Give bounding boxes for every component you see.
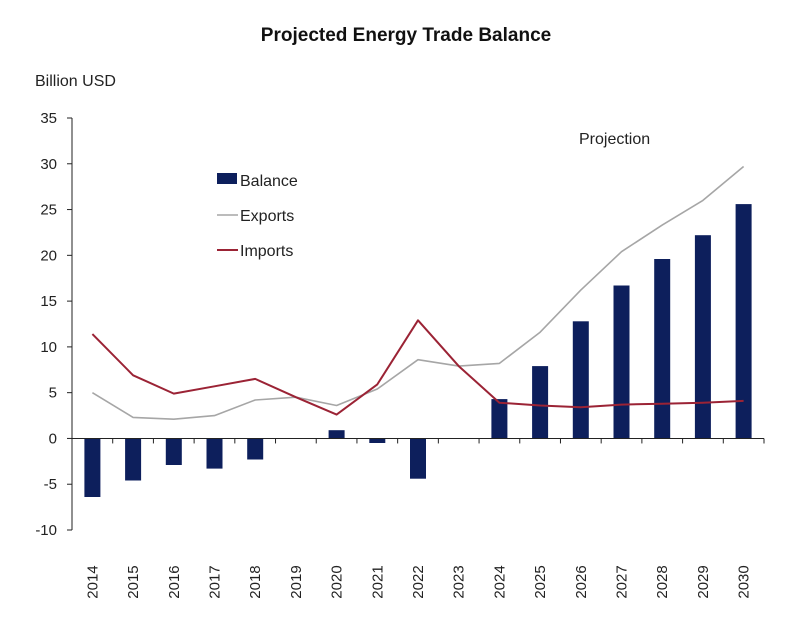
balance-bar-2028 <box>654 259 671 439</box>
legend-balance-label: Balance <box>240 173 298 190</box>
x-tick-label-2022: 2022 <box>410 565 427 598</box>
y-tick-label: 0 <box>49 430 57 447</box>
balance-bar-2027 <box>613 285 630 439</box>
projection-annotation: Projection <box>579 131 650 148</box>
balance-bars <box>84 204 752 497</box>
x-tick-label-2028: 2028 <box>654 565 671 598</box>
x-tick-label-2027: 2027 <box>614 565 631 598</box>
legend-balance-swatch <box>217 173 237 184</box>
x-tick-label-2030: 2030 <box>736 565 753 598</box>
x-tick-label-2029: 2029 <box>695 565 712 598</box>
y-tick-label: -5 <box>44 476 57 493</box>
x-tick-label-2020: 2020 <box>329 565 346 598</box>
balance-bar-2022 <box>410 438 426 479</box>
balance-bar-2025 <box>532 366 549 439</box>
x-tick-label-2015: 2015 <box>125 565 142 598</box>
y-tick-label: 25 <box>40 202 57 219</box>
balance-bar-2015 <box>125 438 142 481</box>
x-tick-label-2025: 2025 <box>532 565 549 598</box>
y-ticks: -10 -5 0 5 10 15 20 25 30 35 <box>35 110 72 539</box>
legend-exports-label: Exports <box>240 208 294 225</box>
balance-bar-2020 <box>328 430 345 439</box>
balance-bar-2024 <box>491 399 508 439</box>
balance-bar-2016 <box>165 438 182 465</box>
balance-bar-2021 <box>369 438 386 443</box>
balance-bar-2014 <box>84 438 101 497</box>
chart-title: Projected Energy Trade Balance <box>261 25 551 46</box>
y-tick-label: 15 <box>40 293 57 310</box>
x-tick-label-2021: 2021 <box>369 565 386 598</box>
y-tick-label: 10 <box>40 339 57 356</box>
y-tick-label: 30 <box>40 156 57 173</box>
x-tick-label-2016: 2016 <box>166 565 183 598</box>
y-tick-label: 35 <box>40 110 57 127</box>
balance-bar-2029 <box>694 235 711 439</box>
x-tick-label-2014: 2014 <box>84 565 101 598</box>
imports-line <box>91 319 744 416</box>
balance-bar-2026 <box>572 321 589 439</box>
exports-line <box>91 165 745 421</box>
y-tick-label: 5 <box>49 385 57 402</box>
x-tick-label-2018: 2018 <box>247 565 264 598</box>
series-lines <box>91 165 745 421</box>
axes <box>71 118 764 530</box>
y-tick-label: 20 <box>40 247 57 264</box>
x-ticks: 2014 2015 2016 2017 2018 2019 2020 2021 2022 2023… <box>71 438 765 599</box>
balance-bar-2017 <box>206 438 223 469</box>
x-tick-label-2017: 2017 <box>207 565 224 598</box>
y-tick-label: -10 <box>35 522 57 539</box>
y-axis-label: Billion USD <box>35 73 116 90</box>
x-tick-label-2026: 2026 <box>573 565 590 598</box>
legend-imports-label: Imports <box>240 243 293 260</box>
x-tick-label-2023: 2023 <box>451 565 468 598</box>
x-tick-label-2024: 2024 <box>491 565 508 598</box>
balance-bar-2018 <box>247 438 264 460</box>
legend: Balance Exports Imports <box>217 173 298 260</box>
x-tick-label-2019: 2019 <box>288 565 305 598</box>
balance-bar-2030 <box>735 204 752 439</box>
